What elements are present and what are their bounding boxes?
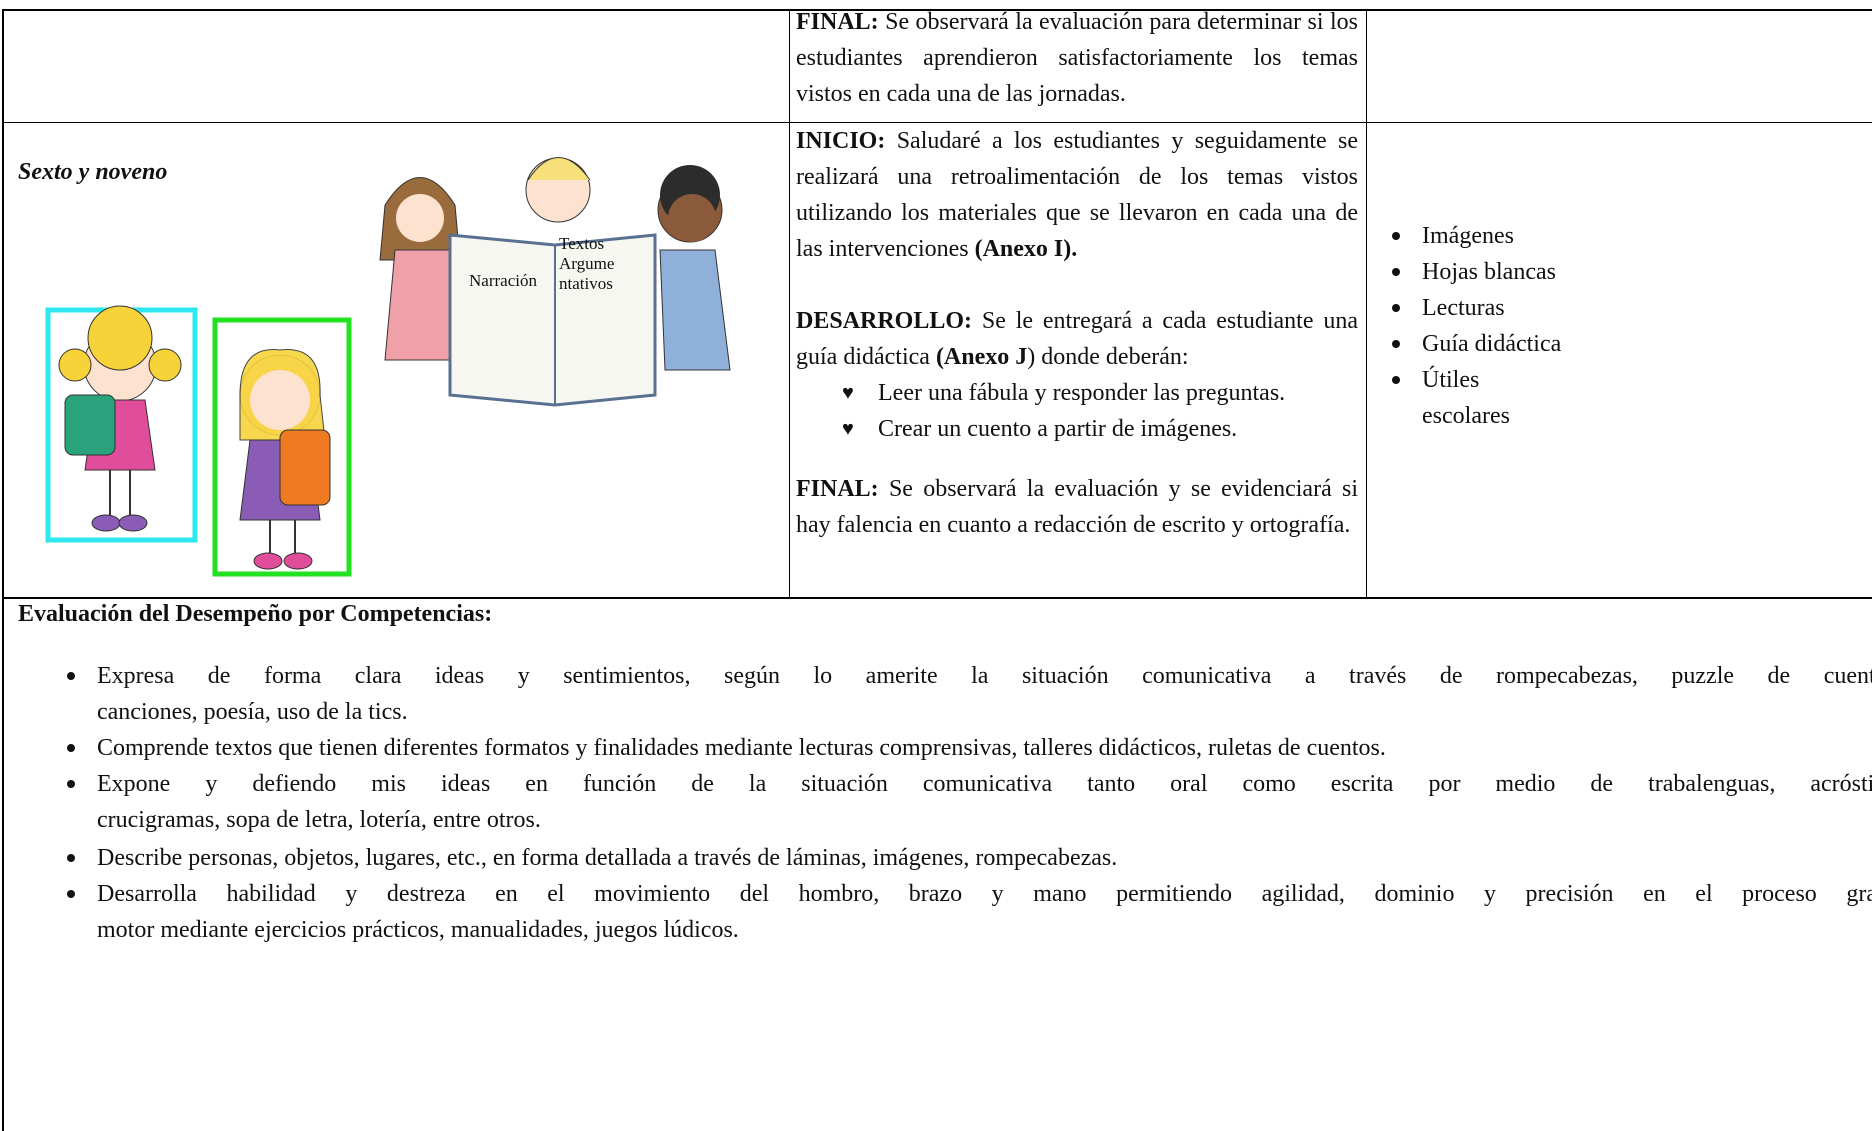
- competency: Describe personas, objetos, lugares, etc…: [67, 840, 1872, 876]
- border: [2, 122, 1872, 123]
- text: Se observará la evaluación y se evidenci…: [796, 476, 1358, 538]
- resource: Útiles escolares: [1392, 362, 1572, 434]
- border: [789, 9, 790, 598]
- step: Crear un cuento a partir de imágenes.: [796, 411, 1358, 447]
- step: Leer una fábula y responder las pregunta…: [796, 375, 1358, 411]
- resources: Imágenes Hojas blancas Lecturas Guía didáct…: [1392, 218, 1572, 434]
- paragraph: DESARROLLO: Se le entregará a cada estud…: [796, 303, 1358, 375]
- activity-cell: INICIO: Saludaré a los estudiantes y seg…: [796, 123, 1358, 543]
- text: Se observará la evaluación para determin…: [796, 9, 1358, 107]
- bold-text: (Anexo I).: [974, 236, 1078, 262]
- bold-text: FINAL:: [796, 9, 879, 35]
- border: [2, 9, 4, 1131]
- text: Saludaré a los estudiantes y seguidament…: [796, 128, 1358, 262]
- bold-text: FINAL:: [796, 476, 879, 502]
- bold-text: DESARROLLO:: [796, 308, 973, 334]
- competency: Expone y defiendo mis ideas en función d…: [67, 766, 1872, 838]
- book-label-line: Textos: [559, 234, 605, 253]
- section-title: Evaluación del Desempeño por Competencia…: [18, 601, 493, 627]
- competency-line: Comprende textos que tienen diferentes f…: [97, 735, 1386, 761]
- competency-line: Describe personas, objetos, lugares, etc…: [97, 845, 1118, 871]
- competencies: Expresa de forma clara ideas y sentimien…: [67, 658, 1872, 948]
- competency-line: Expone y defiendo mis ideas en función d…: [97, 771, 1872, 797]
- paragraph: INICIO: Saludaré a los estudiantes y seg…: [796, 123, 1358, 267]
- book-label: Textos Argume ntativos: [559, 234, 614, 294]
- steps: Leer una fábula y responder las pregunta…: [796, 375, 1358, 447]
- resource: Guía didáctica: [1392, 326, 1572, 362]
- bold-text: INICIO:: [796, 128, 886, 154]
- competency-line: motor mediante ejercicios prácticos, man…: [97, 917, 739, 943]
- competency: Desarrolla habilidad y destreza en el mo…: [67, 876, 1872, 948]
- book-label-line: Argume: [559, 254, 615, 273]
- competency: Comprende textos que tienen diferentes f…: [67, 730, 1872, 766]
- text: ) donde deberán:: [1027, 344, 1189, 370]
- competency-line: Desarrolla habilidad y destreza en el mo…: [97, 881, 1872, 907]
- illustration: [45, 157, 731, 577]
- border: [2, 597, 1872, 599]
- resource: Imágenes: [1392, 218, 1572, 254]
- bold-text: (Anexo J: [935, 344, 1028, 370]
- text: Se le entregará a cada estudiante una gu…: [796, 308, 1358, 370]
- paragraph: FINAL: Se observará la evaluación y se e…: [796, 471, 1358, 543]
- border: [1366, 9, 1367, 598]
- resource: Hojas blancas: [1392, 254, 1572, 290]
- paragraph: FINAL: Se observará la evaluación para d…: [796, 4, 1358, 112]
- border: [2, 9, 1872, 11]
- competency-line: Expresa de forma clara ideas y sentimien…: [97, 663, 1872, 689]
- competency: Expresa de forma clara ideas y sentimien…: [67, 658, 1872, 730]
- competency-line: crucigramas, sopa de letra, lotería, ent…: [97, 807, 541, 833]
- competency-line: canciones, poesía, uso de la tics.: [97, 699, 408, 725]
- book-label: Narración: [469, 271, 537, 290]
- group-label: Sexto y noveno: [18, 159, 168, 185]
- resource: Lecturas: [1392, 290, 1572, 326]
- book-label-line: ntativos: [559, 274, 613, 293]
- activity-cell: FINAL: Se observará la evaluación para d…: [796, 4, 1358, 112]
